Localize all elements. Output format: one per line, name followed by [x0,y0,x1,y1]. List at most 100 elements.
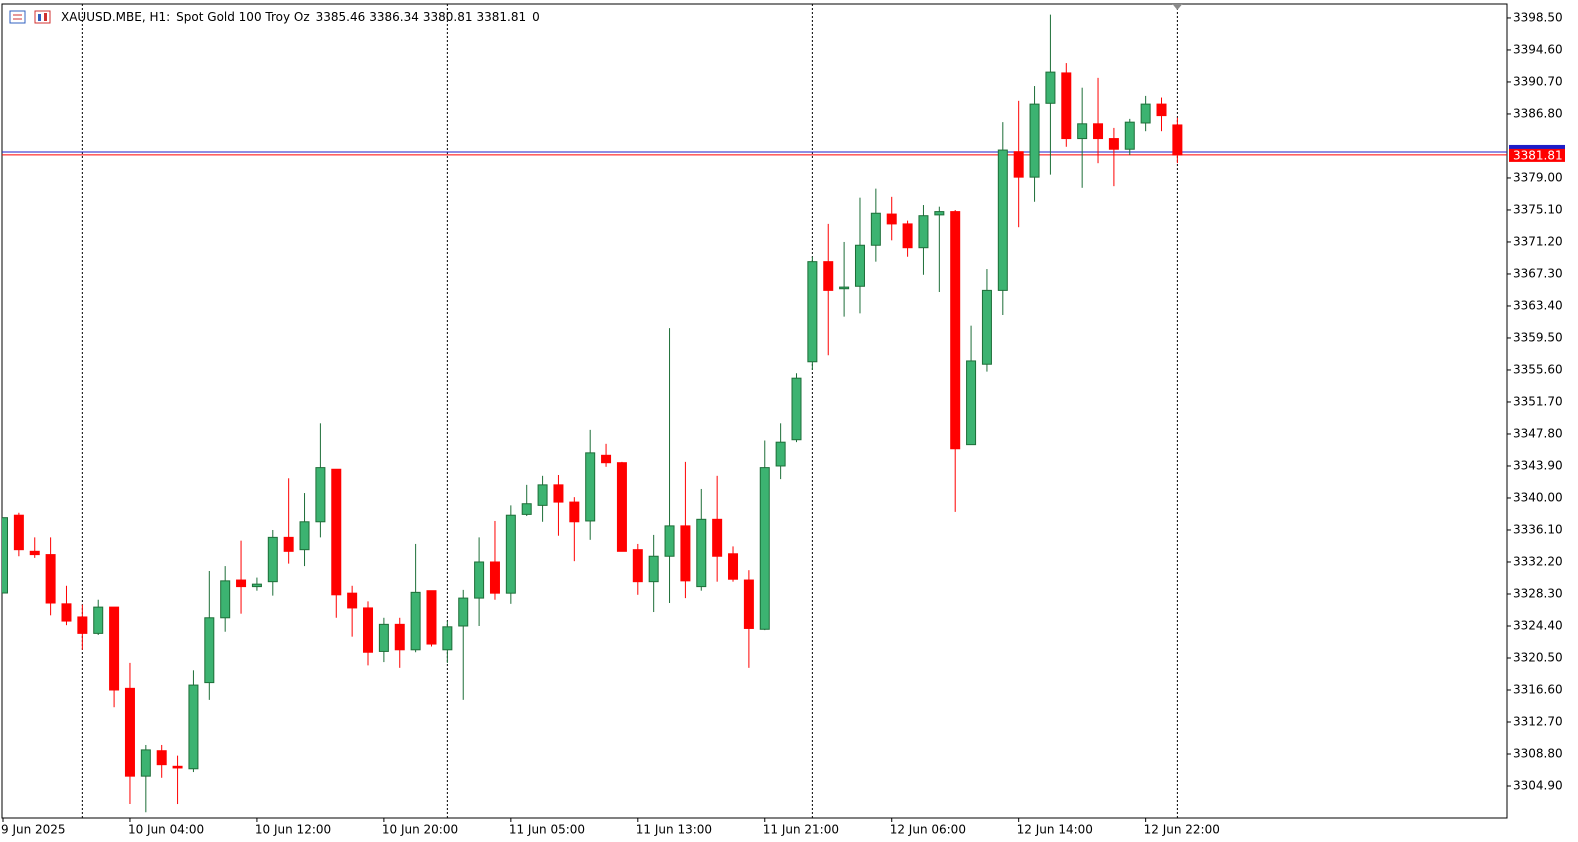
y-tick-label: 3363.40 [1513,298,1563,312]
candle-body [537,484,548,506]
header-icons [9,10,51,24]
candle-body [521,503,532,515]
candle-body [363,607,374,653]
chart-header: XAUUSD.MBE, H1: Spot Gold 100 Troy Oz 3385… [61,10,540,24]
candle-body [1140,103,1151,124]
candle-body [966,360,977,446]
candle-body [410,591,421,651]
plot-frame [1,3,1508,819]
y-tick-label: 3351.70 [1513,394,1563,408]
candle-body [950,211,961,450]
candle-body [696,518,707,588]
candle-body [585,452,596,522]
menu-icon[interactable] [9,10,26,24]
candle-body [902,223,913,249]
header-close: 3381.81 [477,10,527,24]
x-tick-label: 9 Jun 2025 [1,823,66,837]
x-tick-label: 11 Jun 05:00 [509,823,585,837]
candle-body [45,554,56,604]
plot-area [2,4,1507,818]
candle-body [743,579,754,629]
x-tick-label: 10 Jun 04:00 [128,823,204,837]
candle-body [823,261,834,291]
y-tick-label: 3308.80 [1513,746,1563,760]
candle-body [13,514,24,551]
y-tick-label: 3394.60 [1513,42,1563,56]
current-bar-marker [1172,4,1183,10]
candle-body [378,623,389,652]
candle-body [664,525,675,557]
candle-body [918,215,929,249]
candle-body [77,616,88,634]
symbol: XAUUSD.MBE, H1: [61,10,170,24]
candle-body [29,550,40,556]
header-spread: 0 [532,10,540,24]
candle-body [1108,138,1119,150]
candle-body [728,553,739,580]
candle-body [347,592,358,609]
candle-body [870,212,881,246]
y-tick-label: 3332.20 [1513,554,1563,568]
candle-body [1045,71,1056,104]
y-tick-label: 3367.30 [1513,266,1563,280]
candle-body [426,590,437,645]
y-tick-label: 3340.00 [1513,490,1563,504]
candle-body [934,211,945,216]
candle-body [1156,103,1167,117]
y-tick-label: 3343.90 [1513,458,1563,472]
candle-body [236,579,247,588]
candle-body [93,606,104,634]
candle-body [442,626,453,651]
y-tick-label: 3316.60 [1513,682,1563,696]
candle-body [505,514,516,594]
y-tick-label: 3347.80 [1513,426,1563,440]
candle-body [601,454,612,464]
candle-body [616,462,627,552]
y-tick-label: 3328.30 [1513,586,1563,600]
candle-body [331,468,342,596]
candle-body [680,525,691,582]
y-tick-label: 3379.00 [1513,170,1563,184]
header-low: 3380.81 [423,10,473,24]
candle-body [299,521,310,551]
candle-body [712,518,723,557]
y-tick-label: 3355.60 [1513,362,1563,376]
y-tick-label: 3390.70 [1513,74,1563,88]
candle-body [569,501,580,523]
candle-body [124,687,135,777]
candle-body [839,286,850,290]
header-high: 3386.34 [369,10,419,24]
candle-body [553,484,564,503]
x-tick-label: 12 Jun 22:00 [1144,823,1220,837]
description: Spot Gold 100 Troy Oz [176,10,309,24]
y-tick-label: 3312.70 [1513,714,1563,728]
y-tick-label: 3386.80 [1513,106,1563,120]
candle-body [854,244,865,287]
candle-body [886,213,897,225]
header-open: 3385.46 [316,10,366,24]
bid-price-label: 3381.81 [1513,148,1563,162]
candle-body [997,149,1008,291]
candle-body [315,467,326,523]
chart-icon[interactable] [34,10,51,24]
candle-body [1093,123,1104,140]
candle-body [759,467,770,630]
candle-body [1124,121,1135,150]
candle-body [283,536,294,552]
x-tick-label: 10 Jun 20:00 [382,823,458,837]
candle-body [1061,72,1072,140]
candle-body [807,261,818,363]
candle-body [458,597,469,627]
y-tick-label: 3304.90 [1513,778,1563,792]
x-tick-label: 11 Jun 13:00 [636,823,712,837]
x-tick-label: 10 Jun 12:00 [255,823,331,837]
candle-body [1013,151,1024,178]
candle-body [204,617,215,684]
candle-body [489,561,500,594]
chart-icon-bar [38,14,41,21]
candle-body [2,517,8,594]
y-tick-label: 3320.50 [1513,650,1563,664]
y-tick-label: 3336.10 [1513,522,1563,536]
